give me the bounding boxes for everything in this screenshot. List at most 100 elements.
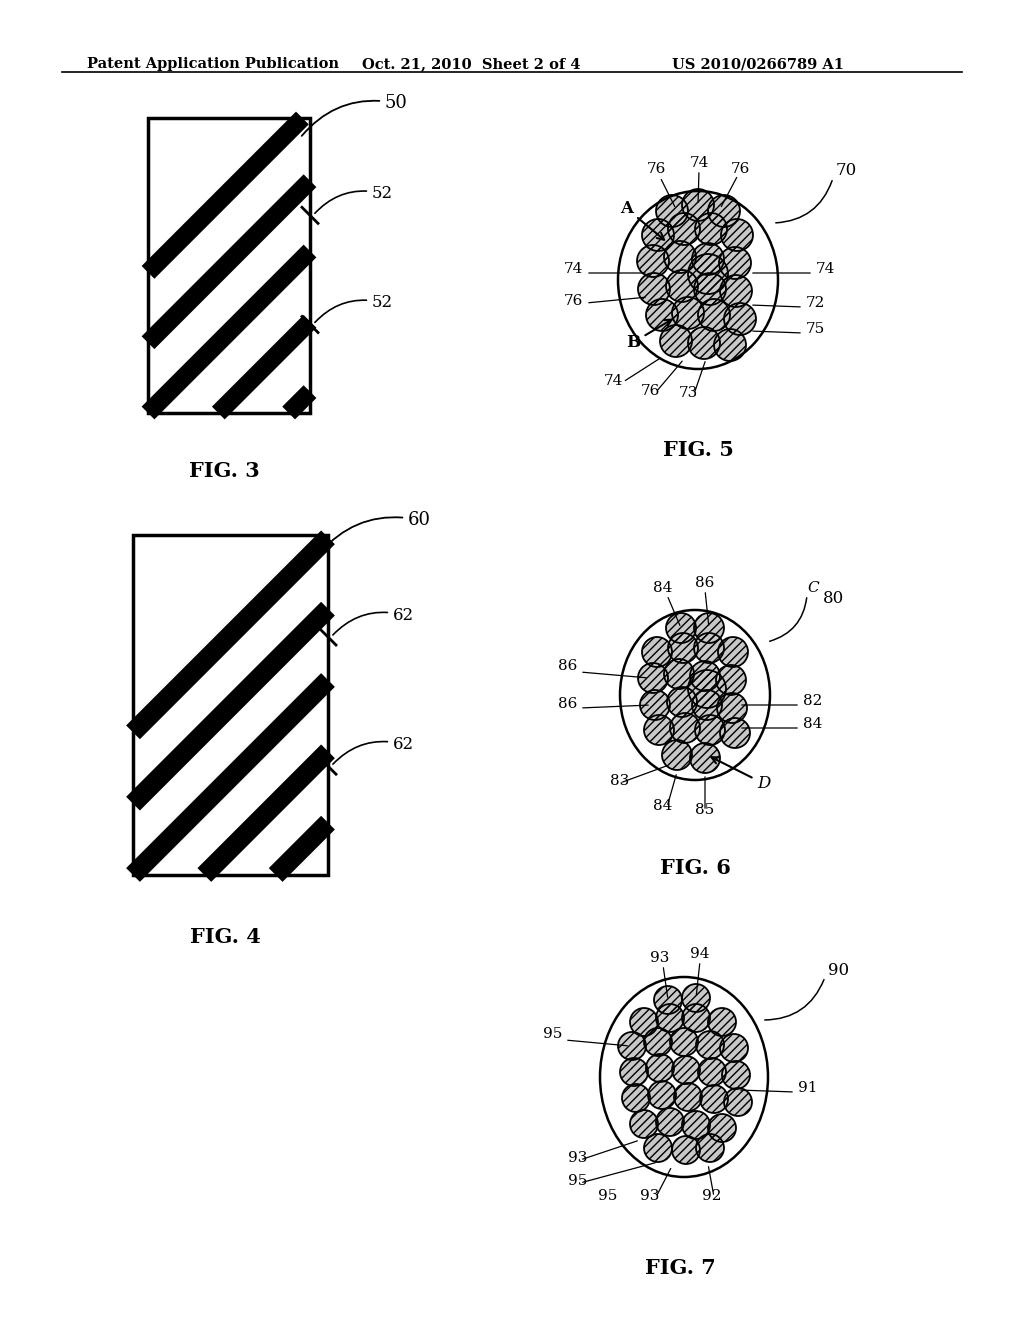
Circle shape <box>692 690 722 719</box>
Circle shape <box>720 718 750 748</box>
Bar <box>133 535 328 875</box>
Text: 60: 60 <box>319 511 431 553</box>
Bar <box>133 535 328 875</box>
Circle shape <box>724 1088 752 1115</box>
Circle shape <box>668 213 700 246</box>
Text: 91: 91 <box>798 1081 817 1096</box>
Circle shape <box>637 246 669 277</box>
Text: 75: 75 <box>806 322 825 337</box>
Text: 83: 83 <box>610 774 630 788</box>
Circle shape <box>640 690 670 719</box>
Circle shape <box>666 612 696 643</box>
Circle shape <box>646 1053 674 1082</box>
Text: FIG. 6: FIG. 6 <box>659 858 730 878</box>
Text: US 2010/0266789 A1: US 2010/0266789 A1 <box>672 57 844 71</box>
Text: 93: 93 <box>640 1189 659 1203</box>
Text: 76: 76 <box>563 294 583 308</box>
Text: 72: 72 <box>806 296 825 310</box>
Text: 95: 95 <box>568 1173 588 1188</box>
Circle shape <box>716 665 746 696</box>
Text: 76: 76 <box>730 162 750 176</box>
Text: 76: 76 <box>640 384 659 399</box>
Circle shape <box>656 1107 684 1137</box>
Text: 74: 74 <box>563 261 583 276</box>
Text: Oct. 21, 2010  Sheet 2 of 4: Oct. 21, 2010 Sheet 2 of 4 <box>362 57 581 71</box>
Text: 93: 93 <box>650 950 670 965</box>
Circle shape <box>688 253 728 294</box>
Text: 93: 93 <box>568 1151 588 1166</box>
Circle shape <box>719 247 751 279</box>
Circle shape <box>664 659 694 689</box>
Circle shape <box>654 986 682 1014</box>
Text: 52: 52 <box>314 185 393 214</box>
Circle shape <box>698 1059 726 1086</box>
Circle shape <box>638 273 670 305</box>
Bar <box>148 117 310 413</box>
Text: 73: 73 <box>678 385 697 400</box>
Circle shape <box>690 743 720 774</box>
Text: 76: 76 <box>646 162 666 176</box>
Circle shape <box>694 634 724 663</box>
Text: 50: 50 <box>302 94 408 136</box>
Circle shape <box>688 327 720 359</box>
Text: 85: 85 <box>695 803 715 817</box>
Circle shape <box>690 661 720 690</box>
Text: B: B <box>626 319 672 351</box>
Text: 74: 74 <box>603 374 623 388</box>
Text: 52: 52 <box>314 294 393 322</box>
Text: Patent Application Publication: Patent Application Publication <box>87 57 339 71</box>
Circle shape <box>644 1134 672 1162</box>
Text: 62: 62 <box>333 735 414 764</box>
Circle shape <box>666 271 698 302</box>
Circle shape <box>724 304 756 335</box>
Circle shape <box>638 663 668 693</box>
Text: FIG. 4: FIG. 4 <box>190 927 261 946</box>
Text: A: A <box>620 201 665 240</box>
Text: FIG. 5: FIG. 5 <box>663 440 733 459</box>
Bar <box>148 117 310 413</box>
Circle shape <box>688 671 726 708</box>
Circle shape <box>721 219 753 251</box>
Circle shape <box>630 1008 658 1036</box>
Text: 80: 80 <box>823 590 844 607</box>
Text: 84: 84 <box>653 799 673 813</box>
Circle shape <box>708 1114 736 1142</box>
Text: FIG. 3: FIG. 3 <box>188 461 259 480</box>
Circle shape <box>694 612 724 643</box>
Circle shape <box>662 741 692 770</box>
Circle shape <box>682 983 710 1012</box>
Text: 94: 94 <box>690 946 710 961</box>
Text: 82: 82 <box>803 694 822 708</box>
Text: 74: 74 <box>816 261 836 276</box>
Circle shape <box>622 1084 650 1111</box>
Circle shape <box>682 1111 710 1139</box>
Text: 95: 95 <box>598 1189 617 1203</box>
Text: 86: 86 <box>695 576 715 590</box>
Circle shape <box>720 275 752 308</box>
Circle shape <box>700 1085 728 1113</box>
Circle shape <box>692 243 724 275</box>
Circle shape <box>642 219 674 251</box>
Circle shape <box>682 1005 710 1032</box>
Text: 90: 90 <box>828 962 849 979</box>
Circle shape <box>642 638 672 667</box>
Circle shape <box>656 1005 684 1032</box>
Circle shape <box>670 1028 698 1056</box>
Circle shape <box>630 1110 658 1138</box>
Circle shape <box>620 1059 648 1086</box>
Circle shape <box>618 1032 646 1060</box>
Text: D: D <box>712 758 770 792</box>
Circle shape <box>695 715 725 744</box>
Text: 74: 74 <box>689 156 709 170</box>
Circle shape <box>674 1082 702 1111</box>
Circle shape <box>672 297 705 329</box>
Text: 84: 84 <box>803 717 822 731</box>
Circle shape <box>717 693 746 723</box>
Circle shape <box>670 713 700 743</box>
Circle shape <box>682 189 714 220</box>
Circle shape <box>648 1081 676 1109</box>
Text: C: C <box>807 581 818 595</box>
Text: 92: 92 <box>702 1189 722 1203</box>
Circle shape <box>664 242 696 273</box>
Circle shape <box>696 1031 724 1059</box>
